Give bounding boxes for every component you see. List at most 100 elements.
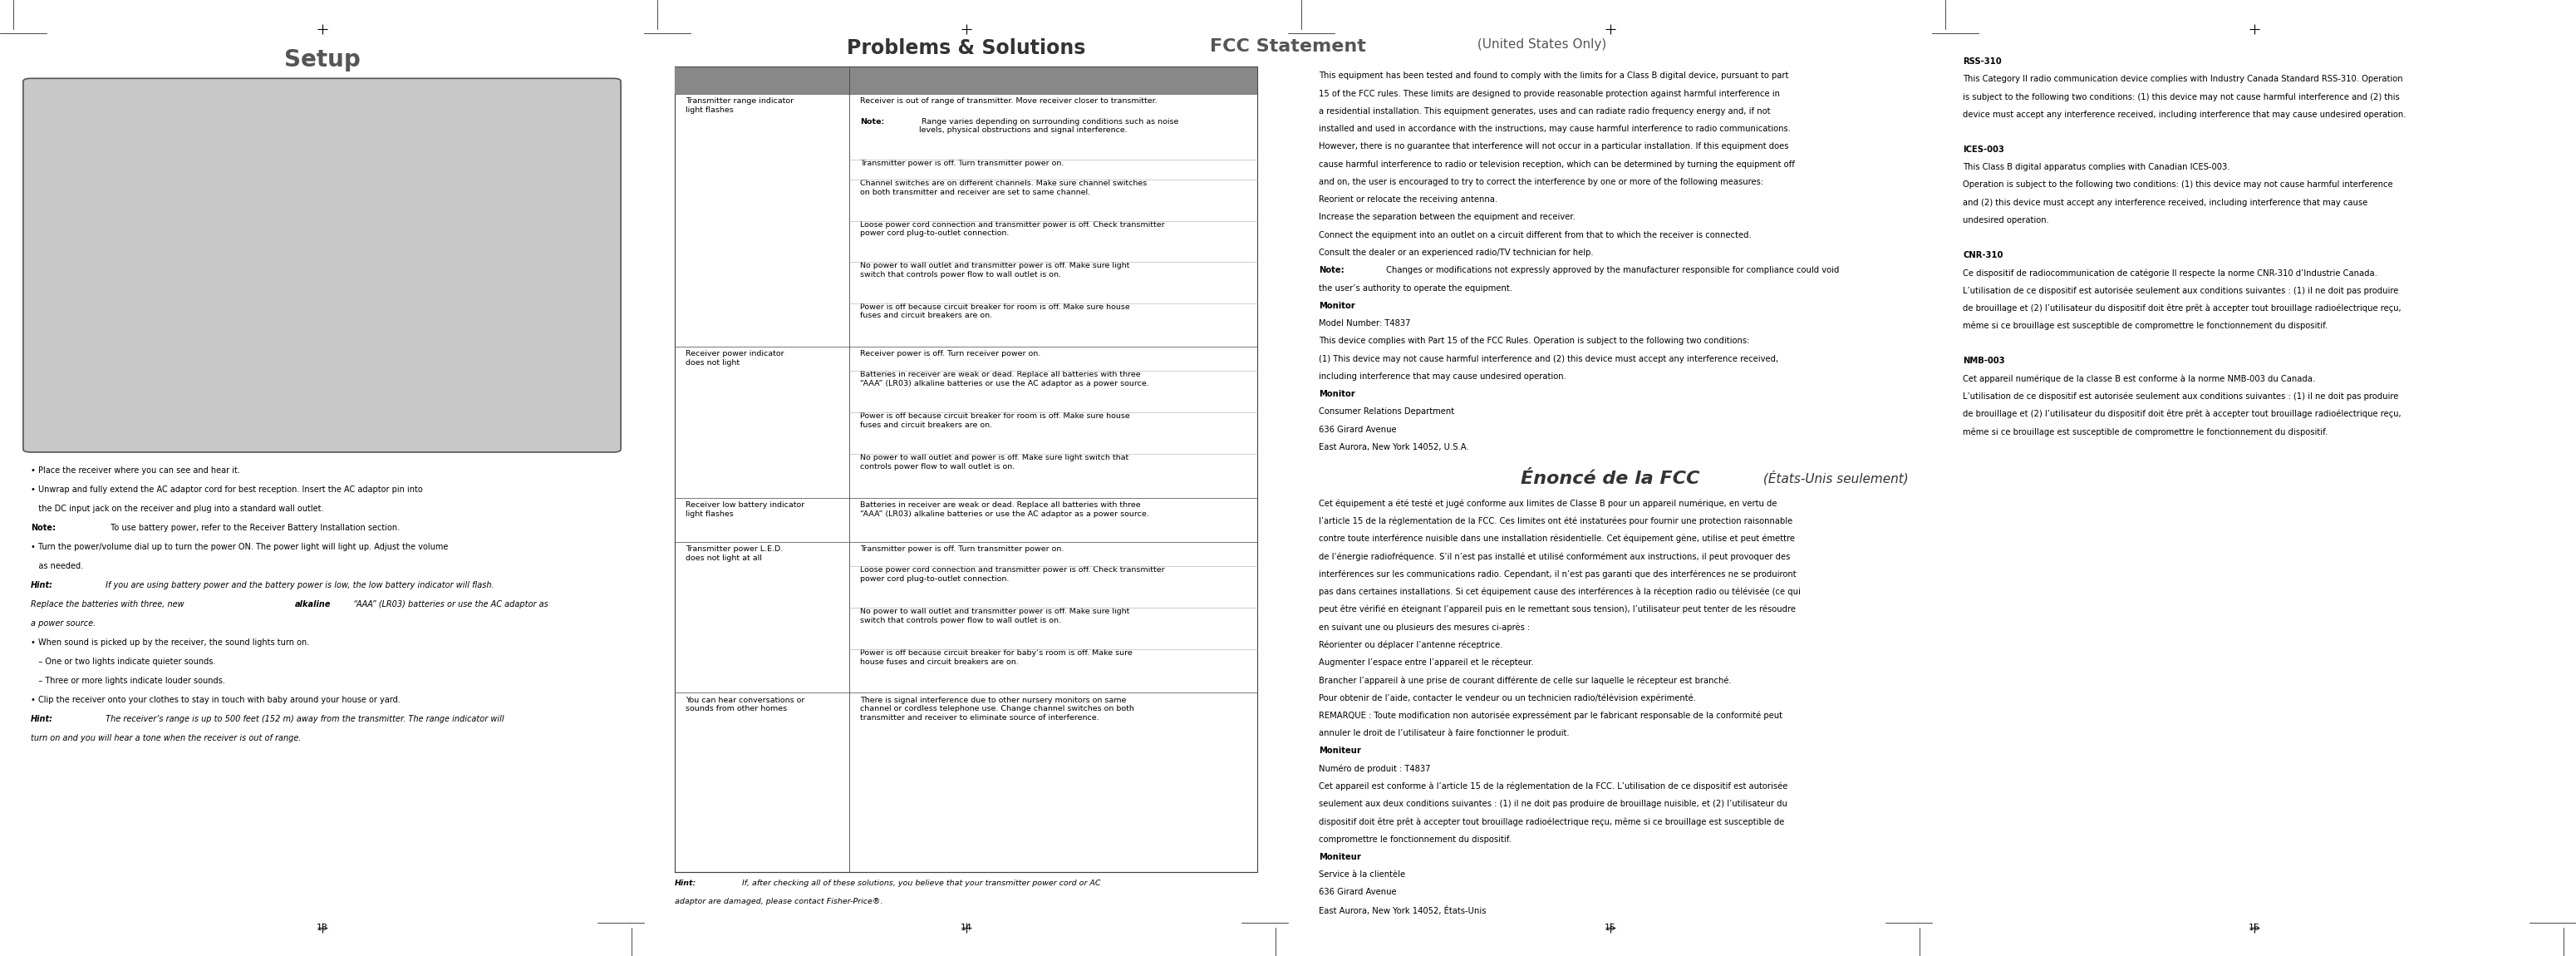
Text: (1) This device may not cause harmful interference and (2) this device must acce: (1) This device may not cause harmful in… — [1319, 355, 1777, 363]
Text: Note:: Note: — [31, 524, 57, 532]
Text: de l’énergie radiofréquence. S’il n’est pas installé et utilisé conformément aux: de l’énergie radiofréquence. S’il n’est … — [1319, 552, 1790, 561]
Text: contre toute interférence nuisible dans une installation résidentielle. Cet équi: contre toute interférence nuisible dans … — [1319, 534, 1795, 543]
Text: undesired operation.: undesired operation. — [1963, 216, 2050, 225]
Text: Transmitter range indicator
light flashes: Transmitter range indicator light flashe… — [685, 98, 793, 114]
Text: You can hear conversations or
sounds from other homes: You can hear conversations or sounds fro… — [685, 697, 804, 713]
Text: 14: 14 — [961, 923, 971, 932]
Text: Loose power cord connection and transmitter power is off. Check transmitter
powe: Loose power cord connection and transmit… — [860, 566, 1164, 582]
Text: Transmitter power is off. Turn transmitter power on.: Transmitter power is off. Turn transmitt… — [860, 546, 1064, 553]
Text: This device complies with Part 15 of the FCC Rules. Operation is subject to the : This device complies with Part 15 of the… — [1319, 337, 1749, 345]
Text: • Place the receiver where you can see and hear it.: • Place the receiver where you can see a… — [31, 467, 240, 475]
Text: Model Number: T4837: Model Number: T4837 — [1319, 319, 1412, 328]
Text: Brancher l’appareil à une prise de courant différente de celle sur laquelle le r: Brancher l’appareil à une prise de coura… — [1319, 676, 1731, 684]
Text: même si ce brouillage est susceptible de compromettre le fonctionnement du dispo: même si ce brouillage est susceptible de… — [1963, 321, 2329, 331]
Text: RSS-310: RSS-310 — [1963, 57, 2002, 66]
Text: seulement aux deux conditions suivantes : (1) il ne doit pas produire de brouill: seulement aux deux conditions suivantes … — [1319, 799, 1788, 808]
Text: Moniteur: Moniteur — [1319, 747, 1360, 755]
Text: The receiver’s range is up to 500 feet (152 m) away from the transmitter. The ra: The receiver’s range is up to 500 feet (… — [103, 715, 505, 724]
Text: Power is off because circuit breaker for baby’s room is off. Make sure
house fus: Power is off because circuit breaker for… — [860, 649, 1133, 665]
Text: Augmenter l’espace entre l’appareil et le récepteur.: Augmenter l’espace entre l’appareil et l… — [1319, 658, 1533, 667]
Text: This Class B digital apparatus complies with Canadian ICES-003.: This Class B digital apparatus complies … — [1963, 163, 2231, 171]
Text: (United States Only): (United States Only) — [1473, 38, 1607, 51]
Text: interférences sur les communications radio. Cependant, il n’est pas garanti que : interférences sur les communications rad… — [1319, 570, 1795, 578]
Text: • Clip the receiver onto your clothes to stay in touch with baby around your hou: • Clip the receiver onto your clothes to… — [31, 696, 399, 705]
Text: Channel switches are on different channels. Make sure channel switches
on both t: Channel switches are on different channe… — [860, 180, 1146, 196]
Text: 13: 13 — [317, 923, 327, 932]
Text: Hint:: Hint: — [675, 880, 696, 887]
Text: a power source.: a power source. — [31, 619, 95, 628]
Bar — [675, 67, 1257, 94]
Text: turn on and you will hear a tone when the receiver is out of range.: turn on and you will hear a tone when th… — [31, 734, 301, 743]
Text: a residential installation. This equipment generates, uses and can radiate radio: a residential installation. This equipme… — [1319, 107, 1770, 116]
Text: However, there is no guarantee that interference will not occur in a particular : However, there is no guarantee that inte… — [1319, 142, 1788, 151]
Text: Transmitter power is off. Turn transmitter power on.: Transmitter power is off. Turn transmitt… — [860, 160, 1064, 166]
Text: de brouillage et (2) l’utilisateur du dispositif doit être prêt à accepter tout : de brouillage et (2) l’utilisateur du di… — [1963, 409, 2401, 419]
Text: NMB-003: NMB-003 — [1963, 357, 2004, 365]
Text: Service à la clientèle: Service à la clientèle — [1319, 870, 1406, 879]
Text: Power is off because circuit breaker for room is off. Make sure house
fuses and : Power is off because circuit breaker for… — [860, 413, 1131, 429]
Text: même si ce brouillage est susceptible de compromettre le fonctionnement du dispo: même si ce brouillage est susceptible de… — [1963, 427, 2329, 436]
Text: L’utilisation de ce dispositif est autorisée seulement aux conditions suivantes : L’utilisation de ce dispositif est autor… — [1963, 392, 2398, 401]
Text: de brouillage et (2) l’utilisateur du dispositif doit être prêt à accepter tout : de brouillage et (2) l’utilisateur du di… — [1963, 304, 2401, 313]
Text: No power to wall outlet and transmitter power is off. Make sure light
switch tha: No power to wall outlet and transmitter … — [860, 608, 1128, 624]
Text: “AAA” (LR03) batteries or use the AC adaptor as: “AAA” (LR03) batteries or use the AC ada… — [350, 600, 549, 609]
Text: To use battery power, refer to the Receiver Battery Installation section.: To use battery power, refer to the Recei… — [108, 524, 399, 532]
Text: Loose power cord connection and transmitter power is off. Check transmitter
powe: Loose power cord connection and transmit… — [860, 221, 1164, 237]
Text: Réorienter ou déplacer l’antenne réceptrice.: Réorienter ou déplacer l’antenne réceptr… — [1319, 641, 1502, 649]
Text: Numéro de produit : T4837: Numéro de produit : T4837 — [1319, 764, 1430, 773]
Text: 16: 16 — [2249, 923, 2259, 932]
Text: Reorient or relocate the receiving antenna.: Reorient or relocate the receiving anten… — [1319, 195, 1497, 204]
Text: East Aurora, New York 14052, États-Unis: East Aurora, New York 14052, États-Unis — [1319, 905, 1486, 915]
Text: adaptor are damaged, please contact Fisher-Price®.: adaptor are damaged, please contact Fish… — [675, 898, 884, 905]
Text: Cet appareil est conforme à l’article 15 de la réglementation de la FCC. L’utili: Cet appareil est conforme à l’article 15… — [1319, 782, 1788, 791]
Text: Note:: Note: — [1319, 266, 1345, 274]
Text: There is signal interference due to other nursery monitors on same
channel or co: There is signal interference due to othe… — [860, 697, 1133, 722]
Text: 636 Girard Avenue: 636 Girard Avenue — [1319, 888, 1396, 897]
Text: If you are using battery power and the battery power is low, the low battery ind: If you are using battery power and the b… — [103, 581, 495, 590]
Text: including interference that may cause undesired operation.: including interference that may cause un… — [1319, 372, 1566, 380]
Text: Énoncé de la FCC: Énoncé de la FCC — [1520, 470, 1700, 487]
Text: Problem: Problem — [739, 75, 786, 86]
Text: l’article 15 de la réglementation de la FCC. Ces limites ont été instaturées pou: l’article 15 de la réglementation de la … — [1319, 516, 1793, 526]
Text: dispositif doit être prêt à accepter tout brouillage radioélectrique reçu, même : dispositif doit être prêt à accepter tou… — [1319, 817, 1785, 826]
Text: 15: 15 — [1605, 923, 1615, 932]
Text: Monitor: Monitor — [1319, 301, 1355, 310]
Text: Consult the dealer or an experienced radio/TV technician for help.: Consult the dealer or an experienced rad… — [1319, 249, 1595, 257]
Text: Replace the batteries with three, new: Replace the batteries with three, new — [31, 600, 188, 609]
Text: annuler le droit de l’utilisateur à faire fonctionner le produit.: annuler le droit de l’utilisateur à fair… — [1319, 728, 1569, 738]
Text: Transmitter power L.E.D.
does not light at all: Transmitter power L.E.D. does not light … — [685, 546, 783, 561]
Text: Operation is subject to the following two conditions: (1) this device may not ca: Operation is subject to the following tw… — [1963, 181, 2393, 189]
Text: alkaline: alkaline — [294, 600, 330, 609]
Text: FCC Statement: FCC Statement — [1211, 38, 1365, 54]
Text: Monitor: Monitor — [1319, 390, 1355, 399]
Text: Cet équipement a été testé et jugé conforme aux limites de Classe B pour un appa: Cet équipement a été testé et jugé confo… — [1319, 499, 1777, 508]
Text: Batteries in receiver are weak or dead. Replace all batteries with three
“AAA” (: Batteries in receiver are weak or dead. … — [860, 502, 1149, 517]
Text: Receiver power indicator
does not light: Receiver power indicator does not light — [685, 351, 783, 366]
Text: REMARQUE : Toute modification non autorisée expressément par le fabricant respon: REMARQUE : Toute modification non autori… — [1319, 711, 1783, 720]
Text: Consumer Relations Department: Consumer Relations Department — [1319, 407, 1455, 416]
Text: Cet appareil numérique de la classe B est conforme à la norme NMB-003 du Canada.: Cet appareil numérique de la classe B es… — [1963, 374, 2316, 383]
Text: CNR-310: CNR-310 — [1963, 250, 2004, 259]
Text: If, after checking all of these solutions, you believe that your transmitter pow: If, after checking all of these solution… — [739, 880, 1100, 887]
Text: and (2) this device must accept any interference received, including interferenc: and (2) this device must accept any inte… — [1963, 198, 2367, 206]
Text: en suivant une ou plusieurs des mesures ci-après :: en suivant une ou plusieurs des mesures … — [1319, 622, 1530, 632]
Text: the DC input jack on the receiver and plug into a standard wall outlet.: the DC input jack on the receiver and pl… — [31, 505, 325, 513]
Text: – One or two lights indicate quieter sounds.: – One or two lights indicate quieter sou… — [31, 658, 216, 666]
Text: pas dans certaines installations. Si cet équipement cause des interférences à la: pas dans certaines installations. Si cet… — [1319, 587, 1801, 597]
Text: device must accept any interference received, including interference that may ca: device must accept any interference rece… — [1963, 110, 2406, 119]
Text: No power to wall outlet and transmitter power is off. Make sure light
switch tha: No power to wall outlet and transmitter … — [860, 262, 1128, 278]
Text: (États-Unis seulement): (États-Unis seulement) — [1759, 470, 1909, 485]
Text: – Three or more lights indicate louder sounds.: – Three or more lights indicate louder s… — [31, 677, 224, 685]
Text: Solution: Solution — [1030, 75, 1077, 86]
Text: Receiver low battery indicator
light flashes: Receiver low battery indicator light fla… — [685, 502, 804, 517]
Text: cause harmful interference to radio or television reception, which can be determ: cause harmful interference to radio or t… — [1319, 160, 1795, 168]
Bar — [675, 67, 1257, 872]
Text: Connect the equipment into an outlet on a circuit different from that to which t: Connect the equipment into an outlet on … — [1319, 230, 1752, 239]
Text: peut être vérifié en éteignant l’appareil puis en le remettant sous tension), l’: peut être vérifié en éteignant l’apparei… — [1319, 605, 1795, 614]
Text: Receiver power is off. Turn receiver power on.: Receiver power is off. Turn receiver pow… — [860, 351, 1041, 358]
Text: the user’s authority to operate the equipment.: the user’s authority to operate the equi… — [1319, 284, 1512, 293]
Text: 15 of the FCC rules. These limits are designed to provide reasonable protection : 15 of the FCC rules. These limits are de… — [1319, 89, 1780, 98]
Text: Setup: Setup — [283, 48, 361, 71]
Text: • When sound is picked up by the receiver, the sound lights turn on.: • When sound is picked up by the receive… — [31, 639, 309, 647]
Text: installed and used in accordance with the instructions, may cause harmful interf: installed and used in accordance with th… — [1319, 124, 1790, 133]
